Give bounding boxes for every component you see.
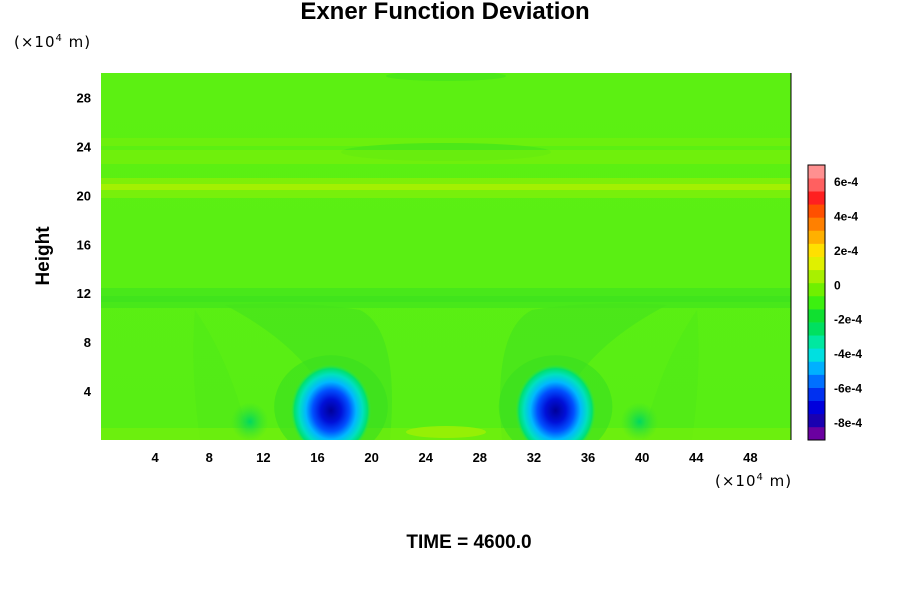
colorbar-segment [808,256,825,271]
x-axis-ticks: 4 8 12 16 20 24 28 32 36 40 44 48 [152,450,758,465]
colorbar-segment [808,191,825,205]
band-20 [101,184,791,190]
x-tick-label: 20 [364,450,378,465]
minor-low-left [230,402,269,440]
x-tick-label: 4 [152,450,160,465]
colorbar [807,164,826,441]
colorbar-segment [808,309,825,323]
x-tick-label: 48 [743,450,757,465]
colorbar-tick-label: 2e-4 [834,244,858,258]
y-axis-unit: (×104 m) [14,33,92,51]
band-24 [101,138,791,146]
colorbar-ticks: 6e-4 4e-4 2e-4 0 -2e-4 -4e-4 -6e-4 -8e-4 [834,175,862,430]
colorbar-segment [808,322,825,336]
x-tick-label: 8 [206,450,213,465]
colorbar-segment [808,361,825,375]
low-left [290,364,372,440]
colorbar-segment [808,269,825,284]
colorbar-segment [808,243,825,257]
x-tick-label: 44 [689,450,704,465]
colorbar-segment [808,335,825,349]
minor-low-right [620,402,659,440]
colorbar-tick-label: -4e-4 [834,347,862,361]
y-tick-label: 24 [77,139,92,154]
y-tick-label: 4 [84,384,92,399]
colorbar-tick-label: 4e-4 [834,210,858,224]
band-22 [101,150,791,164]
colorbar-segment [808,282,825,297]
colorbar-tick-label: -6e-4 [834,381,862,395]
x-tick-label: 12 [256,450,270,465]
colorbar-tick-label: -2e-4 [834,313,862,327]
y-tick-label: 12 [77,286,91,301]
x-tick-label: 28 [473,450,487,465]
colorbar-tick-label: 0 [834,278,841,292]
y-tick-label: 20 [77,188,91,203]
surface-high [406,426,486,438]
feature-layer [230,355,659,440]
heatmap-field [101,73,791,440]
colorbar-segment [808,374,825,388]
colorbar-segment [808,217,825,231]
colorbar-segment [808,295,825,310]
wedge-far-right [642,310,699,440]
y-axis-ticks: 4 8 12 16 20 24 28 [77,90,92,399]
colorbar-segment [808,230,825,244]
chart-title: Exner Function Deviation [300,0,590,25]
colorbar-segment [808,204,825,218]
colorbar-segment [808,348,825,362]
y-tick-label: 16 [77,237,91,252]
x-tick-label: 32 [527,450,541,465]
band-19 [101,190,791,198]
band-top-core [386,73,506,81]
colorbar-segment [808,387,825,402]
colorbar-segment [808,426,825,441]
y-tick-label: 28 [77,90,91,105]
x-axis-unit: (×104 m) [715,472,793,490]
colorbar-segment [808,413,825,428]
y-tick-label: 8 [84,335,91,350]
band-21 [101,178,791,186]
x-tick-label: 36 [581,450,595,465]
time-label: TIME = 4600.0 [406,532,532,553]
colorbar-segment [808,400,825,415]
x-tick-label: 16 [310,450,324,465]
low-right [515,364,597,440]
x-tick-label: 24 [418,450,433,465]
colorbar-tick-label: 6e-4 [834,175,858,189]
colorbar-segment [808,165,825,179]
colorbar-tick-label: -8e-4 [834,416,862,430]
x-tick-label: 40 [635,450,649,465]
colorbar-segment [808,178,825,192]
colorbar-border [807,164,826,441]
band-12-core [101,296,791,302]
wedge-far-left [193,310,250,440]
